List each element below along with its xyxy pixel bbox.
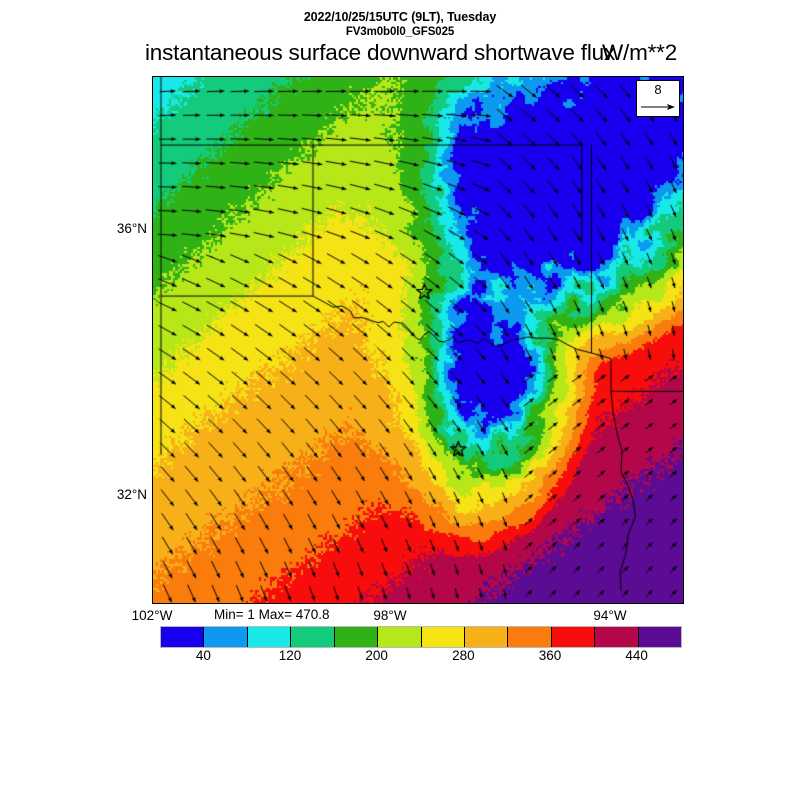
colorbar-tick-440: 440 bbox=[625, 648, 648, 663]
colorbar-tick-360: 360 bbox=[538, 648, 562, 663]
colorbar-segment-green-cyan bbox=[291, 627, 335, 647]
colorbar-tick-280: 280 bbox=[452, 648, 475, 663]
colorbar-segment-azure bbox=[204, 627, 248, 647]
colorbar-segment-blue bbox=[161, 627, 205, 647]
chart-title-block: 2022/10/25/15UTC (9LT), Tuesday FV3m0b0l… bbox=[0, 10, 800, 39]
colorbar[interactable] bbox=[160, 626, 682, 648]
colorbar-segment-cyan bbox=[247, 627, 292, 647]
colorbar-tick-200: 200 bbox=[365, 648, 388, 663]
colorbar-tick-40: 40 bbox=[195, 648, 211, 663]
lat-tick-36n: 36°N bbox=[116, 221, 147, 236]
colorbar-segment-yellow-green bbox=[378, 627, 422, 647]
lon-tick-94w: 94°W bbox=[593, 608, 627, 623]
model-name-title: FV3m0b0l0_GFS025 bbox=[345, 26, 455, 38]
wind-vector-arrow-icon bbox=[641, 104, 675, 110]
colorbar-segment-crimson bbox=[595, 627, 639, 647]
wind-vector-key: 8 bbox=[636, 80, 680, 117]
lon-tick-102w: 102°W bbox=[131, 608, 173, 623]
colorbar-segment-purple bbox=[638, 627, 682, 647]
lon-tick-98w: 98°W bbox=[373, 608, 407, 623]
lat-tick-32n: 32°N bbox=[116, 487, 147, 502]
main-title-row: instantaneous surface downward shortwave… bbox=[0, 40, 800, 68]
colorbar-segment-amber bbox=[464, 627, 509, 647]
colorbar-tick-labels: 40 120 200 280 360 440 bbox=[160, 648, 680, 666]
wind-key-value: 8 bbox=[654, 82, 662, 97]
page-title: instantaneous surface downward shortwave… bbox=[145, 40, 616, 65]
min-max-annotation: Min= 1 Max= 470.8 bbox=[214, 607, 330, 622]
map-plot-area[interactable]: 8 bbox=[152, 76, 684, 604]
map-overlay-layer bbox=[153, 77, 683, 603]
colorbar-segment-orange bbox=[508, 627, 552, 647]
units-label: W/m**2 bbox=[602, 40, 678, 65]
colorbar-tick-120: 120 bbox=[278, 648, 302, 663]
colorbar-segment-red bbox=[551, 627, 596, 647]
colorbar-segment-yellow bbox=[421, 627, 465, 647]
colorbar-segment-green bbox=[334, 627, 379, 647]
valid-time-title: 2022/10/25/15UTC (9LT), Tuesday bbox=[303, 10, 497, 24]
